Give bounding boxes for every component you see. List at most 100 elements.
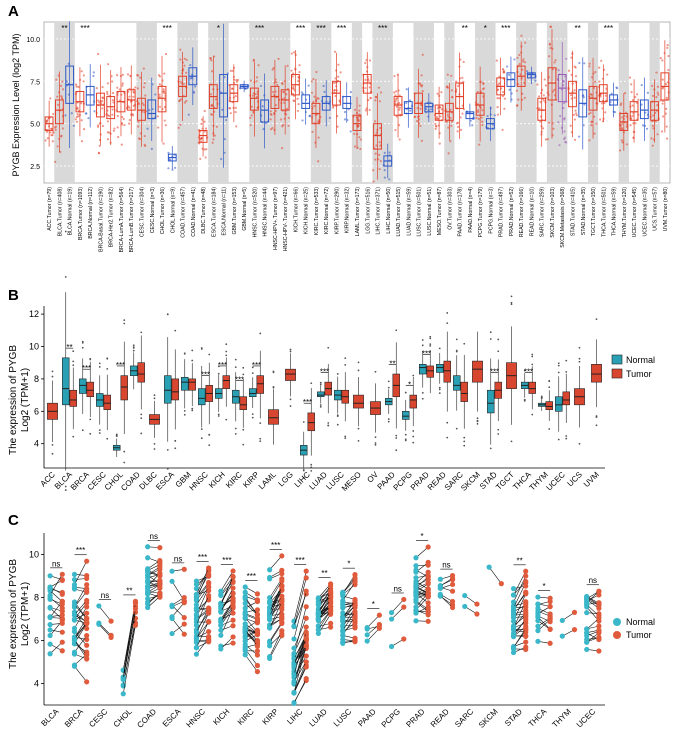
panel-b-outlier <box>388 387 390 389</box>
panel-a-point <box>203 148 205 150</box>
panel-c-normal-point <box>47 642 52 647</box>
panel-c-tumor-point <box>157 564 162 569</box>
panel-a-point <box>344 111 346 113</box>
panel-a-ylabel: PYGB Expression Level (log2 TPM) <box>11 34 21 177</box>
panel-c-normal-point <box>511 633 516 638</box>
panel-a-point <box>506 65 508 67</box>
panel-a-point <box>519 63 521 65</box>
panel-a-point <box>183 83 185 85</box>
panel-b-outlier <box>422 339 424 341</box>
panel-b-sig: *** <box>252 361 261 370</box>
panel-b-outlier <box>375 442 377 444</box>
panel-a-point <box>359 105 361 107</box>
panel-b-box <box>70 390 77 406</box>
panel-c-tumor-point <box>523 602 528 607</box>
panel-c-tumor-point <box>84 559 89 564</box>
panel-c-normal-point <box>389 610 394 615</box>
panel-a-point <box>593 132 595 134</box>
panel-c-normal-point <box>243 601 248 606</box>
panel-a-point <box>367 80 369 82</box>
panel-a-point <box>353 133 355 135</box>
panel-b-ylabel-line2: Log2 (TPM+1) <box>20 368 31 432</box>
panel-c-tumor-point <box>279 553 284 558</box>
panel-a-point <box>563 102 565 104</box>
panel-c-ytick: 6 <box>34 636 39 646</box>
panel-c-normal-point <box>72 572 77 577</box>
panel-c-tumor-point <box>206 619 211 624</box>
panel-a-point <box>286 65 288 67</box>
panel-c-tumor-point <box>279 584 284 589</box>
panel-b-outlier <box>191 410 193 412</box>
panel-b-outlier <box>548 386 550 388</box>
panel-a-point <box>47 137 49 139</box>
panel-a-point <box>543 94 545 96</box>
panel-a-xtick: TGCT.Tumor (n=150) <box>591 187 597 237</box>
panel-a-point <box>350 91 352 93</box>
panel-c-normal-point <box>291 690 296 695</box>
panel-a-point <box>117 115 119 117</box>
panel-b-outlier <box>429 337 431 339</box>
panel-c-tumor-point <box>279 578 284 583</box>
panel-c-normal-point <box>340 628 345 633</box>
legend-b-tumor-label: Tumor <box>626 369 652 379</box>
panel-a-sig: ** <box>462 24 468 33</box>
panel-a-point <box>524 97 526 99</box>
panel-c-normal-point <box>535 611 540 616</box>
panel-c-tumor-point <box>84 643 89 648</box>
panel-b-outlier <box>439 392 441 394</box>
panel-c-normal-point <box>194 630 199 635</box>
panel-c-normal-point <box>47 605 52 610</box>
panel-a-xtick: CHOL.Normal (n=9) <box>170 187 176 234</box>
panel-c-sig: * <box>372 600 375 609</box>
panel-a-xtick: COAD.Normal (n=41) <box>191 187 197 237</box>
panel-a-point <box>77 115 79 117</box>
panel-c-tumor-point <box>304 636 309 641</box>
panel-a-point <box>637 99 639 101</box>
panel-b-outlier <box>524 400 526 402</box>
panel-a-point <box>322 85 324 87</box>
panel-a-point <box>178 100 180 102</box>
panel-a-point <box>250 124 252 126</box>
panel-a-point <box>236 81 238 83</box>
panel-c-xtick: LUAD <box>307 707 329 729</box>
panel-a-point <box>210 93 212 95</box>
panel-a-point <box>97 53 99 55</box>
panel-a-point <box>287 125 289 127</box>
legend-c: Normal Tumor <box>613 617 655 640</box>
panel-a-xtick: MESO.Tumor (n=87) <box>437 187 443 235</box>
panel-b-outlier <box>558 372 560 374</box>
panel-c-normal-point <box>267 625 272 630</box>
panel-a-point <box>185 72 187 74</box>
panel-a-point <box>378 154 380 156</box>
panel-c-normal-point <box>535 601 540 606</box>
panel-b-outlier <box>395 437 397 439</box>
panel-a-xtick: PRAD.Tumor (n=497) <box>499 187 505 237</box>
panel-a-xtick: HNSC.Normal (n=44) <box>263 187 269 237</box>
panel-c-normal-point <box>47 597 52 602</box>
panel-b-outlier <box>541 397 543 399</box>
panel-c-normal-point <box>535 639 540 644</box>
panel-a-point <box>199 158 201 160</box>
panel-a-point <box>50 134 52 136</box>
panel-b-outlier <box>52 444 54 446</box>
panel-c-normal-point <box>413 584 418 589</box>
panel-c-tumor-point <box>182 621 187 626</box>
panel-a-point <box>374 99 376 101</box>
panel-a-point <box>112 99 114 101</box>
panel-a-point <box>634 122 636 124</box>
panel-a-point <box>137 121 139 123</box>
panel-a-point <box>604 111 606 113</box>
panel-a-point <box>212 142 214 144</box>
panel-a-xtick: STAD.Tumor (n=415) <box>571 187 577 236</box>
panel-a-point <box>394 100 396 102</box>
panel-b-box <box>121 376 128 400</box>
panel-a-xtick: COAD.Tumor (n=457) <box>181 187 187 238</box>
panel-a-xtick: READ.Normal (n=10) <box>529 187 535 236</box>
panel-a-point <box>414 116 416 118</box>
panel-a-xtick: DLBC.Tumor (n=48) <box>201 187 207 234</box>
panel-a-point <box>329 117 331 119</box>
panel-c-tumor-point <box>60 590 65 595</box>
panel-c-normal-point <box>560 618 565 623</box>
panel-a-point <box>621 139 623 141</box>
panel-c-tumor-point <box>450 599 455 604</box>
